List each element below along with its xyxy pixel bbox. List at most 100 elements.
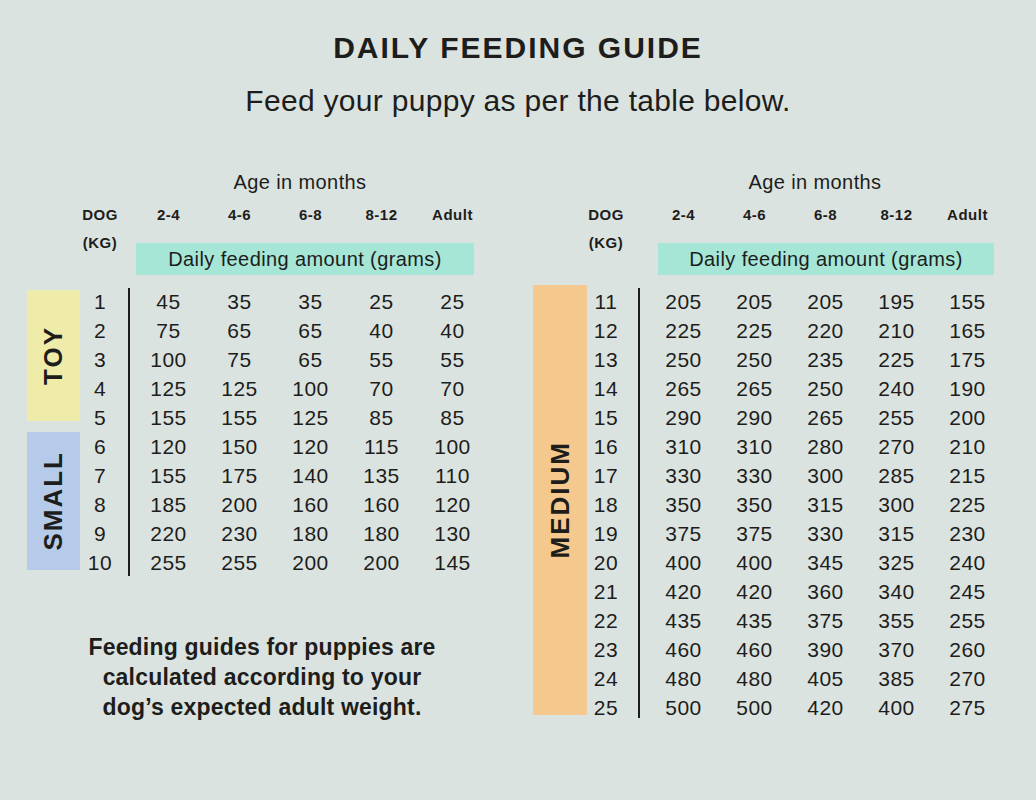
feeding-amount-value: 210 [932, 432, 1003, 461]
feeding-amount-value: 290 [719, 403, 790, 432]
table-row: 16310310280270210 [581, 432, 1003, 461]
table-row: 12225225220210165 [581, 316, 1003, 345]
feeding-amount-value: 225 [719, 316, 790, 345]
feeding-amount-value: 330 [719, 461, 790, 490]
feeding-amount-value: 400 [719, 548, 790, 577]
table-row: 17330330300285215 [581, 461, 1003, 490]
table-row: 13250250235225175 [581, 345, 1003, 374]
dog-weight-kg: 19 [581, 519, 631, 548]
feeding-amount-value: 370 [861, 635, 932, 664]
feeding-amount-value: 315 [861, 519, 932, 548]
age-column-header: 4-6 [719, 206, 790, 223]
feeding-amount-value: 205 [719, 287, 790, 316]
size-band-medium-label: MEDIUM [545, 441, 576, 558]
dog-weight-kg: 24 [581, 664, 631, 693]
feeding-amount-value: 350 [719, 490, 790, 519]
feeding-amount-value: 280 [790, 432, 861, 461]
feeding-amount-value: 270 [861, 432, 932, 461]
feeding-amount-value: 330 [648, 461, 719, 490]
feeding-amount-value: 500 [719, 693, 790, 722]
feeding-amount-value: 200 [932, 403, 1003, 432]
dog-weight-kg: 13 [581, 345, 631, 374]
table-row: 22435435375355255 [581, 606, 1003, 635]
feeding-amount-value: 260 [932, 635, 1003, 664]
dog-weight-kg: 15 [581, 403, 631, 432]
feeding-amount-value: 225 [648, 316, 719, 345]
feeding-rows-medium: 1120520520519515512225225220210165132502… [581, 287, 1003, 722]
feeding-amount-value: 230 [932, 519, 1003, 548]
feeding-amount-value: 165 [932, 316, 1003, 345]
feeding-amount-value: 420 [648, 577, 719, 606]
feeding-amount-value: 325 [861, 548, 932, 577]
feeding-amount-value: 250 [719, 345, 790, 374]
feeding-amount-value: 360 [790, 577, 861, 606]
table-row: 25500500420400275 [581, 693, 1003, 722]
feeding-amount-value: 225 [932, 490, 1003, 519]
feeding-amount-value: 270 [932, 664, 1003, 693]
feeding-amount-value: 235 [790, 345, 861, 374]
feeding-amount-value: 345 [790, 548, 861, 577]
feeding-amount-value: 240 [861, 374, 932, 403]
age-column-header: 8-12 [861, 206, 932, 223]
dog-weight-kg: 12 [581, 316, 631, 345]
feeding-amount-value: 290 [648, 403, 719, 432]
feeding-amount-value: 265 [648, 374, 719, 403]
feeding-amount-value: 460 [648, 635, 719, 664]
feeding-amount-value: 215 [932, 461, 1003, 490]
feeding-amount-value: 390 [790, 635, 861, 664]
table-row: 19375375330315230 [581, 519, 1003, 548]
dog-weight-kg: 11 [581, 287, 631, 316]
age-columns-header-row: 2-44-66-88-12Adult [648, 206, 1003, 223]
dog-weight-kg: 23 [581, 635, 631, 664]
feeding-amount-value: 300 [790, 461, 861, 490]
age-column-header: 2-4 [648, 206, 719, 223]
feeding-amount-value: 340 [861, 577, 932, 606]
feeding-amount-value: 255 [861, 403, 932, 432]
table-row: 18350350315300225 [581, 490, 1003, 519]
dog-weight-kg: 25 [581, 693, 631, 722]
feeding-amount-value: 375 [648, 519, 719, 548]
feeding-amount-value: 240 [932, 548, 1003, 577]
dog-weight-kg: 14 [581, 374, 631, 403]
feeding-amount-value: 250 [648, 345, 719, 374]
feeding-amount-value: 155 [932, 287, 1003, 316]
feeding-amount-value: 460 [719, 635, 790, 664]
footnote-line: dog’s expected adult weight. [32, 692, 492, 722]
dog-weight-kg: 22 [581, 606, 631, 635]
feeding-amount-value: 255 [932, 606, 1003, 635]
feeding-amount-value: 405 [790, 664, 861, 693]
feeding-amount-value: 435 [719, 606, 790, 635]
table-row: 14265265250240190 [581, 374, 1003, 403]
age-column-header: Adult [932, 206, 1003, 223]
size-band-medium: MEDIUM [533, 285, 587, 715]
footnote-line: Feeding guides for puppies are [32, 632, 492, 662]
table-row: 20400400345325240 [581, 548, 1003, 577]
table-row: 24480480405385270 [581, 664, 1003, 693]
feeding-amount-value: 205 [648, 287, 719, 316]
dog-weight-kg: 17 [581, 461, 631, 490]
feeding-amount-value: 310 [719, 432, 790, 461]
feeding-amount-value: 420 [790, 693, 861, 722]
dog-column-header: DOG [581, 206, 631, 223]
feeding-amount-value: 480 [719, 664, 790, 693]
feeding-amount-value: 385 [861, 664, 932, 693]
feeding-amount-value: 245 [932, 577, 1003, 606]
feeding-amount-value: 275 [932, 693, 1003, 722]
feeding-amount-value: 400 [648, 548, 719, 577]
feeding-amount-value: 435 [648, 606, 719, 635]
table-row: 15290290265255200 [581, 403, 1003, 432]
age-in-months-label: Age in months [640, 171, 990, 195]
feeding-amount-value: 285 [861, 461, 932, 490]
age-column-header: 6-8 [790, 206, 861, 223]
feeding-amount-value: 400 [861, 693, 932, 722]
kg-unit-header: (KG) [581, 234, 631, 251]
feeding-amount-value: 375 [719, 519, 790, 548]
feeding-amount-value: 315 [790, 490, 861, 519]
feeding-amount-value: 205 [790, 287, 861, 316]
footnote: Feeding guides for puppies arecalculated… [32, 632, 492, 722]
feeding-amount-value: 210 [861, 316, 932, 345]
feeding-amount-value: 300 [861, 490, 932, 519]
table-row: 11205205205195155 [581, 287, 1003, 316]
dog-weight-kg: 16 [581, 432, 631, 461]
dog-weight-kg: 20 [581, 548, 631, 577]
